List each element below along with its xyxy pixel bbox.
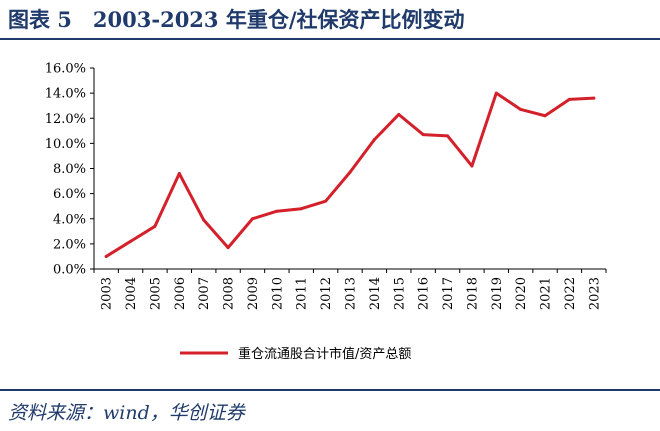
data-point [348,170,352,174]
data-point [397,112,401,116]
y-tick-label: 8.0% [53,162,86,177]
data-point [446,134,450,138]
bottom-rule [0,389,660,391]
x-tick-label: 2016 [417,277,432,310]
x-tick-label: 2021 [539,277,554,310]
x-tick-label: 2009 [246,277,261,310]
y-tick-label: 10.0% [45,137,86,152]
data-point [177,172,181,176]
figure-title: 图表 5 2003-2023 年重仓/社保资产比例变动 [8,7,465,32]
x-tick-label: 2005 [148,277,163,310]
data-point [519,107,523,111]
x-tick-label: 2006 [173,277,188,310]
x-tick-label: 2004 [124,277,139,310]
data-point [153,224,157,228]
x-tick-label: 2015 [392,277,407,310]
data-point [494,91,498,95]
data-point [421,133,425,137]
x-tick-label: 2023 [587,277,602,310]
x-tick-label: 2022 [563,277,578,310]
y-tick-label: 6.0% [53,187,86,202]
x-tick-label: 2008 [222,277,237,310]
y-tick-label: 12.0% [45,112,86,127]
data-point [250,217,254,221]
y-tick-label: 0.0% [53,263,86,278]
data-point [372,138,376,142]
data-point [202,218,206,222]
x-tick-label: 2018 [465,277,480,310]
x-tick-label: 2007 [197,277,212,310]
data-point [275,209,279,213]
data-point [104,254,108,258]
y-tick-label: 16.0% [45,62,86,77]
x-tick-label: 2012 [319,277,334,310]
data-point [299,207,303,211]
legend-label: 重仓流通股合计市值/资产总额 [238,346,411,362]
x-tick-label: 2011 [295,277,310,310]
x-tick-label: 2017 [441,277,456,310]
top-rule [0,38,660,40]
x-tick-label: 2020 [514,277,529,310]
source-note: 资料来源：wind，华创证券 [8,402,245,424]
x-tick-label: 2003 [100,277,115,310]
x-tick-label: 2014 [368,277,383,310]
y-tick-label: 4.0% [53,212,86,227]
data-point [567,97,571,101]
data-point [129,239,133,243]
chart-area: 0.0% 2.0% 4.0% 6.0% 8.0% 10.0% 12.0% 14.0% 16.0%… [0,44,660,384]
y-tick-label: 14.0% [45,87,86,102]
data-point [592,96,596,100]
data-point [324,199,328,203]
data-point [543,114,547,118]
data-point [226,246,230,250]
line-chart: 0.0% 2.0% 4.0% 6.0% 8.0% 10.0% 12.0% 14.0% 16.0%… [45,62,607,362]
x-tick-label: 2019 [490,277,505,310]
data-point [470,164,474,168]
figure-header: 图表 5 2003-2023 年重仓/社保资产比例变动 [0,0,660,44]
x-tick-label: 2013 [344,277,359,310]
x-tick-label: 2010 [270,277,285,310]
y-tick-label: 2.0% [53,237,86,252]
